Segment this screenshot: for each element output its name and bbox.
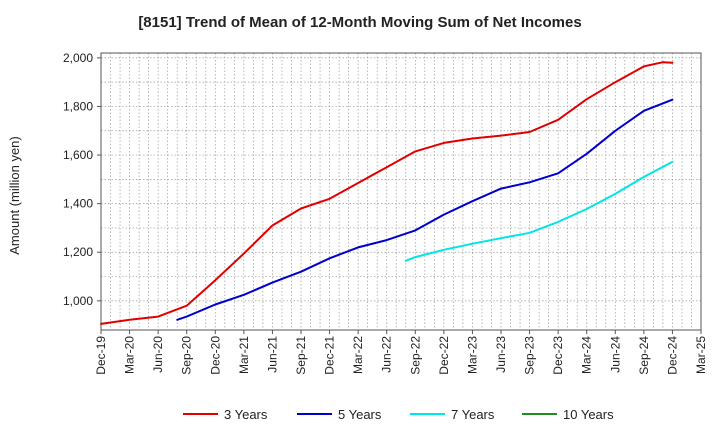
x-tick-label: Dec-21 (323, 336, 337, 375)
series-lines (100, 61, 674, 325)
x-tick-label: Jun-22 (380, 336, 394, 373)
y-tick-label: 1,600 (63, 148, 93, 162)
legend-label: 3 Years (224, 407, 268, 422)
plot-frame (100, 52, 702, 331)
x-tick-label: Sep-23 (523, 336, 537, 375)
x-tick-label: Sep-20 (180, 336, 194, 375)
grid-lines (100, 53, 702, 330)
x-tick-label: Mar-22 (351, 336, 365, 374)
x-tick-label: Dec-22 (437, 336, 451, 375)
x-tick-label: Jun-23 (494, 336, 508, 373)
legend-label: 5 Years (338, 407, 382, 422)
x-tick-label: Dec-19 (94, 336, 108, 375)
x-tick-label: Jun-20 (151, 336, 165, 373)
series-line (100, 61, 674, 325)
x-tick-label: Sep-22 (408, 336, 422, 375)
x-tick-label: Dec-20 (208, 336, 222, 375)
x-tick-labels: Dec-19 Mar-20 Jun-20 Sep-20 Dec-20 Mar-21 Jun-… (94, 330, 708, 375)
x-tick-label: Mar-25 (694, 336, 708, 374)
chart-title: [8151] Trend of Mean of 12-Month Moving … (138, 14, 582, 31)
y-tick-label: 1,400 (63, 197, 93, 211)
x-tick-label: Dec-24 (665, 336, 679, 375)
x-tick-label: Mar-23 (465, 336, 479, 374)
x-tick-label: Mar-20 (123, 336, 137, 374)
y-axis-title: Amount (million yen) (7, 136, 22, 255)
series-line (404, 160, 674, 262)
x-tick-label: Jun-24 (608, 336, 622, 373)
x-tick-label: Jun-21 (265, 336, 279, 373)
legend: 3 Years 5 Years 7 Years 10 Years (183, 407, 614, 422)
x-tick-label: Mar-21 (237, 336, 251, 374)
y-tick-labels: 1,000 1,200 1,400 1,600 1,800 2,000 (63, 51, 101, 308)
legend-label: 10 Years (563, 407, 614, 422)
y-tick-label: 1,000 (63, 294, 93, 308)
y-tick-label: 1,800 (63, 99, 93, 113)
series-line (176, 98, 674, 321)
legend-label: 7 Years (451, 407, 495, 422)
x-tick-label: Dec-23 (551, 336, 565, 375)
y-tick-label: 1,200 (63, 245, 93, 259)
y-tick-label: 2,000 (63, 51, 93, 65)
x-tick-label: Sep-24 (637, 336, 651, 375)
x-tick-label: Mar-24 (580, 336, 594, 374)
x-tick-label: Sep-21 (294, 336, 308, 375)
